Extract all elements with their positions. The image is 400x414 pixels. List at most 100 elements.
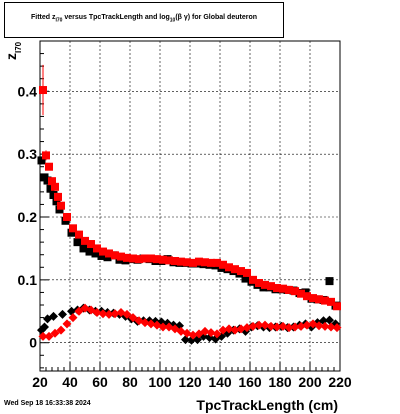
data-point	[177, 257, 185, 266]
data-point	[296, 321, 306, 331]
x-tick-label: 60	[92, 374, 108, 390]
data-point	[51, 182, 59, 191]
data-point	[49, 191, 58, 199]
data-point	[290, 322, 300, 332]
data-point	[236, 324, 246, 334]
data-point	[254, 320, 264, 330]
data-point	[200, 326, 210, 336]
data-point	[147, 254, 155, 263]
data-point	[325, 277, 334, 286]
title-box: Fitted zI70 versus TpcTrackLength and lo…	[4, 2, 284, 38]
data-point	[219, 260, 227, 269]
data-point	[303, 292, 311, 301]
x-tick-label: 40	[62, 374, 78, 390]
x-tick-label: 200	[298, 374, 322, 390]
x-tick-label: 100	[148, 374, 172, 390]
data-point	[332, 323, 342, 333]
data-point	[46, 184, 55, 193]
data-point	[231, 265, 239, 274]
data-point	[105, 249, 113, 258]
data-point	[212, 329, 222, 339]
data-point	[189, 258, 197, 267]
data-points	[37, 64, 342, 345]
data-point	[266, 321, 276, 331]
data-point	[45, 162, 53, 171]
data-point	[44, 331, 54, 341]
data-point	[273, 284, 281, 293]
data-point	[224, 324, 234, 334]
data-point	[183, 258, 191, 267]
data-point	[267, 282, 275, 291]
data-point	[56, 325, 66, 335]
data-point	[37, 156, 46, 165]
data-point	[81, 236, 89, 245]
data-point	[320, 321, 330, 331]
data-point	[57, 201, 65, 210]
x-tick-label: 80	[122, 374, 138, 390]
data-point	[98, 309, 108, 319]
data-point	[248, 321, 258, 331]
data-point	[242, 323, 252, 333]
grid	[40, 41, 340, 371]
data-point	[85, 247, 94, 256]
x-tick-label: 180	[268, 374, 292, 390]
data-point	[39, 86, 47, 95]
data-point	[91, 249, 100, 258]
data-point	[297, 289, 305, 298]
data-point	[327, 297, 335, 306]
data-point	[69, 224, 77, 233]
data-point	[284, 323, 294, 333]
data-point	[146, 319, 156, 329]
data-point	[321, 296, 329, 305]
data-point	[261, 280, 269, 289]
tick-labels: 20 40 60 80 100 120 140 160 180 200 220 0 0.1 0.2 0.3 0…	[18, 83, 352, 390]
x-tick-label: 160	[238, 374, 262, 390]
data-point	[309, 294, 317, 303]
data-point	[158, 322, 168, 332]
y-tick-label: 0	[29, 335, 37, 351]
data-point	[201, 258, 209, 267]
axis-ticks	[39, 40, 341, 371]
data-point	[99, 247, 107, 256]
x-tick-label: 20	[32, 374, 48, 390]
data-point	[241, 274, 250, 283]
data-point	[260, 320, 270, 330]
data-point	[326, 322, 336, 332]
data-point	[50, 328, 60, 338]
data-point	[49, 311, 58, 321]
data-point	[67, 306, 76, 316]
title-sub1: I70	[55, 17, 63, 24]
y-tick-label: 0.3	[18, 146, 38, 162]
title-sub2: 10	[169, 17, 176, 24]
data-point	[42, 151, 50, 160]
data-point	[230, 325, 240, 335]
data-point	[87, 240, 95, 249]
data-point	[38, 331, 48, 341]
data-point	[181, 335, 190, 345]
data-point	[62, 319, 72, 329]
data-point	[75, 230, 83, 239]
data-point	[314, 321, 324, 331]
data-point	[48, 177, 56, 186]
data-point	[73, 238, 82, 247]
data-point	[63, 213, 71, 221]
title-mid: versus TpcTrackLength and log	[62, 14, 170, 21]
data-point	[165, 256, 173, 265]
data-point	[206, 328, 216, 338]
data-point	[111, 251, 119, 260]
data-point	[117, 252, 125, 261]
data-point	[43, 176, 52, 185]
y-tick-label: 0.1	[18, 272, 38, 288]
data-point	[140, 318, 150, 328]
data-point	[255, 279, 263, 287]
data-point	[195, 257, 203, 266]
data-point	[218, 325, 228, 335]
data-point	[79, 244, 88, 253]
data-point	[135, 255, 143, 264]
x-axis-label: TpcTrackLength (cm)	[196, 397, 338, 413]
x-tick-label: 220	[328, 374, 352, 390]
x-tick-label: 120	[178, 374, 202, 390]
y-axis-label: zI70	[3, 41, 23, 60]
title-pre: Fitted z	[30, 14, 56, 21]
